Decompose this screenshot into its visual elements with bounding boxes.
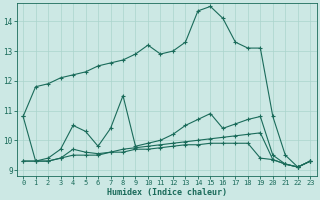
- X-axis label: Humidex (Indice chaleur): Humidex (Indice chaleur): [107, 188, 227, 197]
